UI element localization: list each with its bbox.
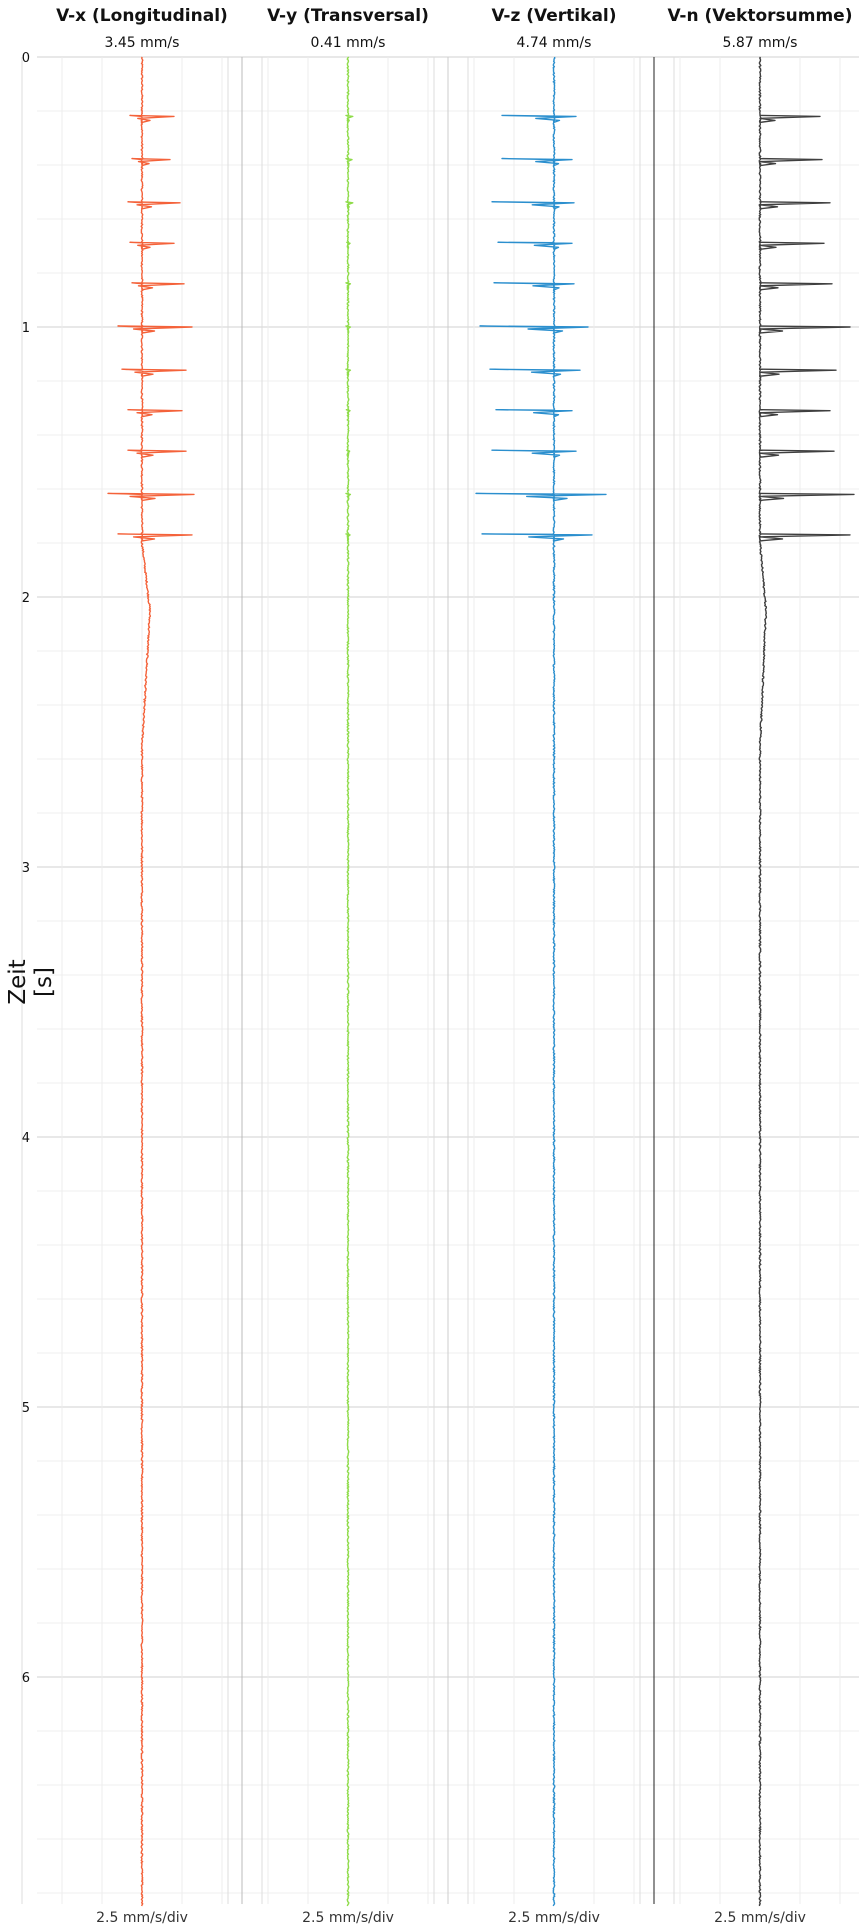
panel-scale-vx: 2.5 mm/s/div [96,1910,188,1926]
panel-scale-vz: 2.5 mm/s/div [508,1910,600,1926]
y-tick-label: 0 [22,51,30,66]
panel-title-vx: V-x (Longitudinal) [56,6,228,26]
panel-peak-vn: 5.87 mm/s [722,35,798,51]
panel-peak-vy: 0.41 mm/s [310,35,386,51]
panel-peak-vz: 4.74 mm/s [516,35,592,51]
panel-title-vy: V-y (Transversal) [267,6,429,26]
y-tick-label: 6 [22,1671,30,1686]
panel-title-vz: V-z (Vertikal) [491,6,617,26]
trace-vx [107,56,195,1907]
y-tick-label: 4 [22,1131,30,1146]
panel-title-vn: V-n (Vektorsumme) [667,6,853,26]
panel-peak-vx: 3.45 mm/s [104,35,180,51]
trace-vn [758,56,855,1907]
y-tick-label: 3 [22,861,30,876]
y-tick-label: 1 [22,321,30,336]
y-tick-label: 2 [22,591,30,606]
y-tick-label: 5 [22,1401,30,1416]
y-axis-label: Zeit [s] [5,959,57,1005]
trace-vy [345,56,354,1907]
panel-scale-vn: 2.5 mm/s/div [714,1910,806,1926]
trace-vz [475,56,607,1907]
panel-scale-vy: 2.5 mm/s/div [302,1910,394,1926]
